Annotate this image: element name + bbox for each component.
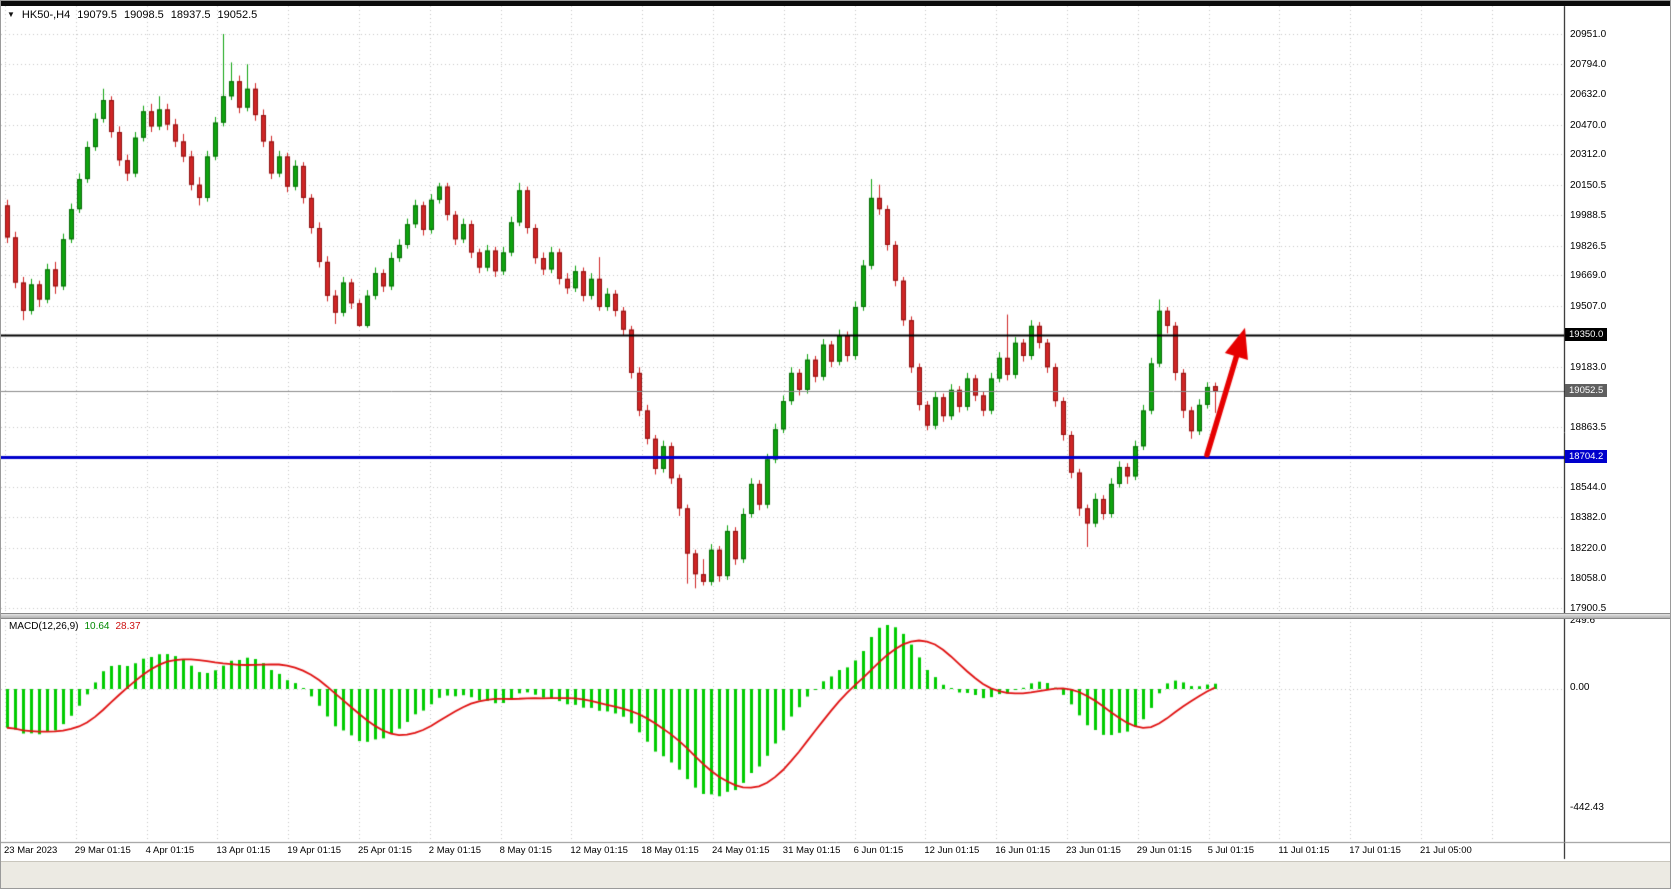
time-tick-label: 29 Jun 01:15 [1136,845,1192,856]
time-tick-label: 23 Mar 2023 [4,845,58,856]
price-tick-label: 20951.0 [1570,29,1607,40]
time-tick-label: 29 Mar 01:15 [74,845,131,856]
price-tick-label: 20150.5 [1570,179,1607,191]
price-tick-label: 20632.0 [1570,89,1607,101]
time-tick-label: 11 Jul 01:15 [1278,845,1330,856]
price-tick-label: 20470.0 [1570,119,1607,131]
time-tick-label: 16 Jun 01:15 [995,845,1051,856]
price-tick-label: 19988.5 [1570,210,1607,222]
price-tick-label: 18058.0 [1570,573,1607,585]
quote-high: 19098.5 [123,9,164,21]
time-axis[interactable]: 23 Mar 2023 29 Mar 01:15 4 Apr 01:15 13 Apr… [1,845,1564,859]
symbol-name: HK50-,H4 [21,9,71,21]
macd-signal-value: 28.37 [115,621,141,632]
price-tick-label: 20794.0 [1570,58,1607,70]
symbol-dropdown-icon[interactable]: ▼ [7,10,15,19]
price-tick-label: 20312.0 [1570,149,1607,161]
price-tick-label: 17900.5 [1570,603,1607,614]
time-tick-label: 18 May 01:15 [641,845,699,856]
macd-indicator-label: MACD(12,26,9) 10.64 28.37 [9,621,141,632]
time-tick-label: 13 Apr 01:15 [216,845,271,856]
time-tick-label: 21 Jul 05:00 [1420,845,1472,856]
price-tick-label: 18544.0 [1570,481,1607,493]
time-tick-label: 25 Apr 01:15 [358,845,412,856]
price-line-badge: 19052.5 [1565,384,1608,398]
time-tick-label: 31 May 01:15 [782,845,841,856]
price-tick-label: 19826.5 [1570,240,1607,252]
panel-splitter[interactable] [1,613,1670,619]
price-tick-label: 18220.0 [1570,542,1607,554]
time-tick-label: 17 Jul 01:15 [1349,845,1401,856]
time-tick-label: 8 May 01:15 [499,845,552,856]
quote-open: 19079.5 [77,9,117,21]
quote-close: 19052.5 [217,9,258,21]
symbol-header: ▼ HK50-,H4 19079.5 19098.5 18937.5 19052… [7,9,257,21]
quote-low: 18937.5 [170,9,211,21]
price-axis[interactable]: 20951.0 20794.0 20632.0 20470.0 20312.0 20150… [1564,6,1670,858]
time-tick-label: 19 Apr 01:15 [287,845,342,856]
bottom-strip [1,861,1670,888]
time-tick-label: 4 Apr 01:15 [145,845,195,856]
price-tick-label: 19669.0 [1570,270,1607,282]
time-tick-label: 12 Jun 01:15 [924,845,980,856]
time-tick-label: 5 Jul 01:15 [1207,845,1255,856]
price-tick-label: 18863.5 [1570,421,1607,433]
macd-axis-label: 0.00 [1570,682,1590,693]
macd-axis-label: 249.6 [1570,615,1596,626]
time-tick-label: 23 Jun 01:15 [1066,845,1121,856]
macd-main-value: 10.64 [84,621,110,632]
macd-name: MACD(12,26,9) [9,621,79,632]
time-tick-label: 12 May 01:15 [570,845,628,856]
time-tick-label: 2 May 01:15 [428,845,482,856]
time-tick-label: 24 May 01:15 [712,845,770,856]
window-top-bar [1,1,1670,6]
macd-axis-label: -442.43 [1570,802,1604,813]
time-tick-label: 6 Jun 01:15 [853,845,904,856]
price-line-badge: 18704.2 [1565,449,1608,463]
price-tick-label: 18382.0 [1570,512,1607,524]
price-tick-label: 19507.0 [1570,300,1607,312]
price-line-badge: 19350.0 [1565,328,1608,342]
price-tick-label: 19183.0 [1570,361,1607,373]
